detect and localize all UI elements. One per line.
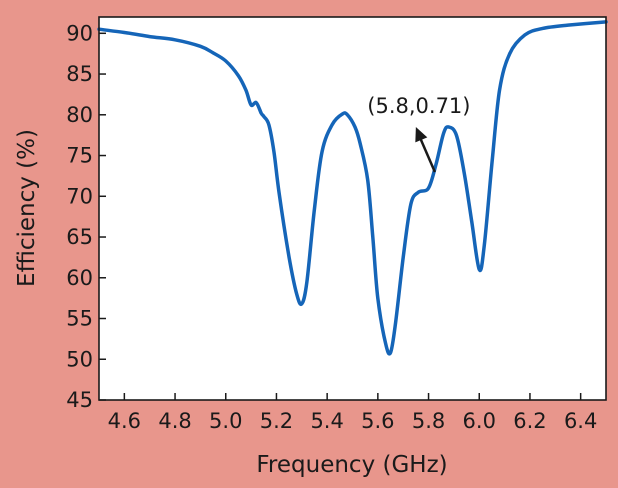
x-tick-label: 4.8 — [158, 409, 191, 433]
annotation-label: (5.8,0.71) — [367, 94, 470, 118]
y-tick-label: 90 — [66, 21, 93, 45]
x-tick-label: 5.8 — [412, 409, 445, 433]
y-tick-label: 70 — [66, 184, 93, 208]
y-tick-label: 60 — [66, 266, 93, 290]
x-tick-label: 6.4 — [564, 409, 597, 433]
x-tick-label: 6.0 — [463, 409, 496, 433]
y-tick-label: 85 — [66, 62, 93, 86]
x-axis-title: Frequency (GHz) — [256, 452, 447, 478]
ticks-layer: 4.6 4.8 5.0 5.2 5.4 5.6 5.8 6.0 6.2 6.4 45 50 55 60 65… — [66, 21, 597, 433]
plot-frame — [98, 16, 607, 401]
x-tick-label: 5.6 — [361, 409, 394, 433]
y-tick-label: 75 — [66, 144, 93, 168]
x-tick-label: 4.6 — [108, 409, 141, 433]
x-tick-label: 6.2 — [513, 409, 546, 433]
y-axis-title: Efficiency (%) — [14, 129, 40, 287]
y-tick-label: 55 — [66, 307, 93, 331]
annotation-layer: (5.8,0.71) — [367, 94, 470, 173]
annotation-arrow-head — [415, 127, 428, 143]
y-tick-label: 50 — [66, 347, 93, 371]
x-tick-label: 5.4 — [310, 409, 343, 433]
efficiency-series-line — [97, 20, 608, 356]
y-tick-label: 65 — [66, 225, 93, 249]
annotation-arrow-shaft — [417, 134, 437, 173]
x-tick-label: 5.2 — [260, 409, 293, 433]
plot-area — [99, 17, 606, 400]
y-tick-label: 80 — [66, 103, 93, 127]
x-tick-label: 5.0 — [209, 409, 242, 433]
y-tick-label: 45 — [66, 388, 93, 412]
